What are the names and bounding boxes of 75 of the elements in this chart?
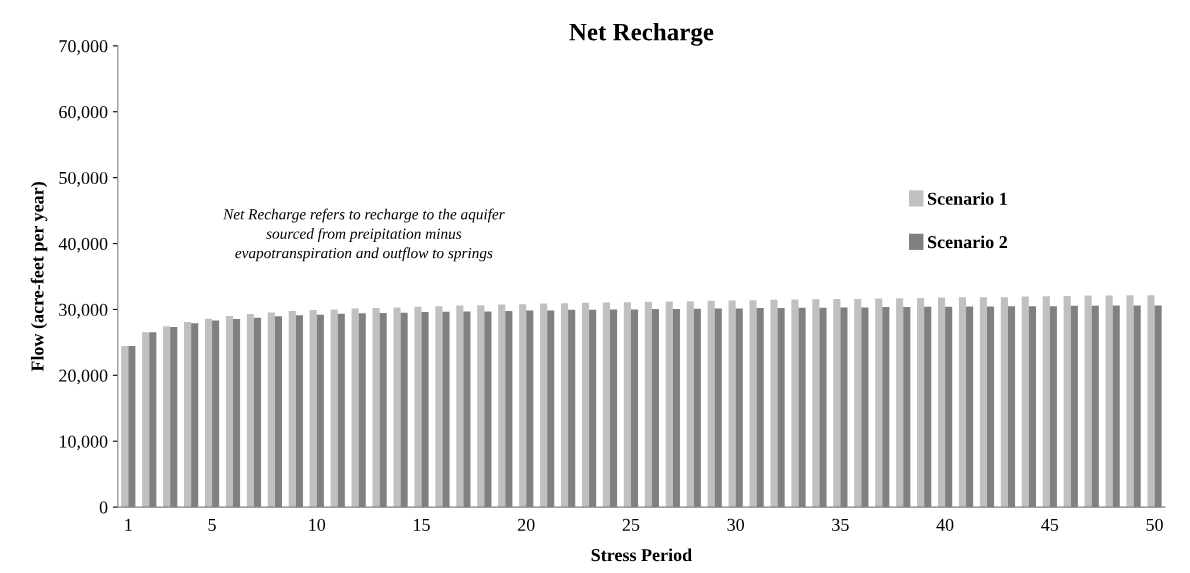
bar <box>686 301 694 508</box>
bar <box>707 300 715 508</box>
x-tick-label: 40 <box>936 518 954 531</box>
bar <box>1042 296 1050 508</box>
bar <box>351 308 359 508</box>
bar <box>728 300 736 508</box>
bar <box>644 301 652 508</box>
bar <box>288 311 296 508</box>
bar <box>1000 297 1008 508</box>
bar <box>833 298 841 508</box>
bar <box>540 303 548 508</box>
x-axis-title: Stress Period <box>591 548 692 562</box>
x-tick-label: 15 <box>414 518 430 531</box>
legend-label: Scenario 2 <box>928 235 1008 249</box>
y-tick-label: 10,000 <box>60 435 108 451</box>
bar <box>581 302 590 508</box>
bar <box>854 298 862 508</box>
bar <box>372 308 380 508</box>
y-tick-label: 40,000 <box>58 237 108 253</box>
y-tick-label: 60,000 <box>59 105 108 121</box>
bar <box>791 299 799 508</box>
x-tick-label: 45 <box>1041 518 1059 531</box>
bar <box>1084 295 1092 508</box>
chart-title: Net Recharge <box>569 22 714 46</box>
bar <box>560 303 569 508</box>
bar <box>812 299 820 508</box>
y-tick-label: 0 <box>99 501 108 514</box>
x-tick-label: 10 <box>309 518 326 531</box>
bar <box>1105 295 1113 508</box>
bar <box>498 304 506 508</box>
y-tick-label: 30,000 <box>59 303 108 319</box>
bar <box>1147 295 1155 508</box>
bar <box>414 306 422 508</box>
bar <box>665 301 673 508</box>
bar <box>602 302 610 508</box>
bar <box>1021 296 1029 508</box>
bar <box>937 297 946 508</box>
y-tick-label: 50,000 <box>59 171 108 187</box>
legend-label: Scenario 1 <box>928 192 1007 205</box>
y-tick-label: 70,000 <box>59 40 108 55</box>
bar <box>958 297 967 508</box>
bar <box>435 306 443 508</box>
y-axis-title: Flow (acre-feet per year) <box>30 182 48 372</box>
bar <box>393 307 401 508</box>
x-tick-label: 25 <box>622 518 640 531</box>
bar <box>330 309 338 508</box>
bar <box>267 312 275 508</box>
bar <box>875 298 883 508</box>
bar <box>225 316 233 508</box>
x-tick-label: 5 <box>208 518 216 531</box>
bar <box>896 298 904 508</box>
bar <box>917 297 925 508</box>
bar <box>163 326 171 508</box>
x-tick-label: 20 <box>517 518 535 531</box>
bar <box>246 314 254 508</box>
bar <box>204 318 213 508</box>
bar <box>749 300 757 508</box>
bar <box>477 305 485 508</box>
bar <box>979 297 987 508</box>
bar <box>770 299 778 508</box>
bar <box>1063 295 1071 508</box>
bar <box>1126 295 1134 508</box>
x-tick-label: 35 <box>832 518 849 531</box>
x-tick-label: 30 <box>727 518 744 531</box>
bar <box>623 302 631 508</box>
x-tick-label: 1 <box>125 518 132 531</box>
bar <box>519 304 527 508</box>
y-tick-label: 20,000 <box>59 369 108 385</box>
bar <box>309 310 317 508</box>
bar <box>456 305 464 508</box>
annotation: Net Recharge refers to recharge to the aquifer sourced from preipitation minus evapotranspiration and outflow to springs <box>223 208 505 262</box>
bar <box>142 332 150 508</box>
bar <box>121 345 129 508</box>
bar <box>183 321 192 508</box>
x-tick-label: 50 <box>1146 518 1163 531</box>
